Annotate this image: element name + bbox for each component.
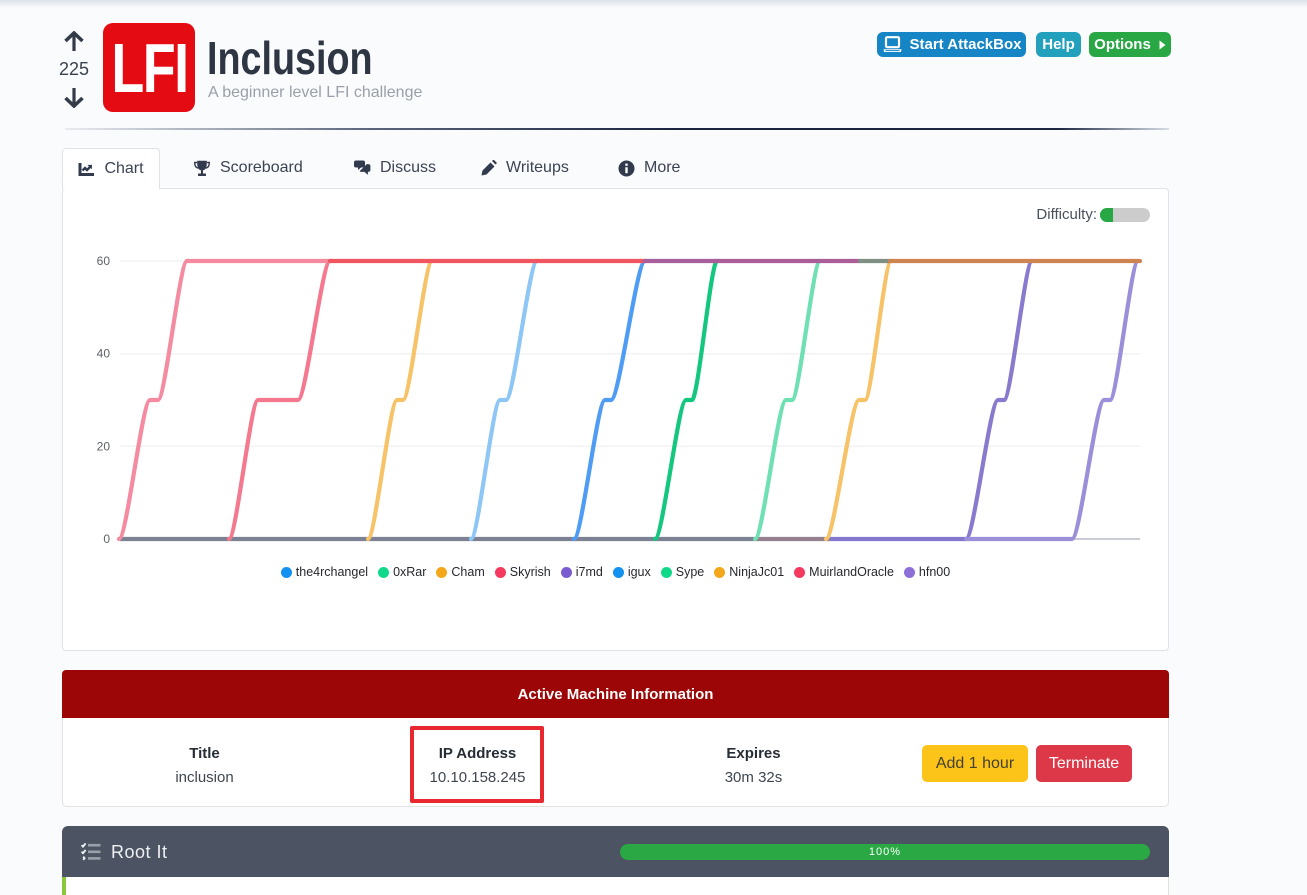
svg-text:20: 20 — [97, 439, 111, 453]
svg-text:60: 60 — [97, 254, 111, 268]
svg-text:40: 40 — [97, 347, 111, 361]
svg-text:0: 0 — [103, 532, 110, 546]
